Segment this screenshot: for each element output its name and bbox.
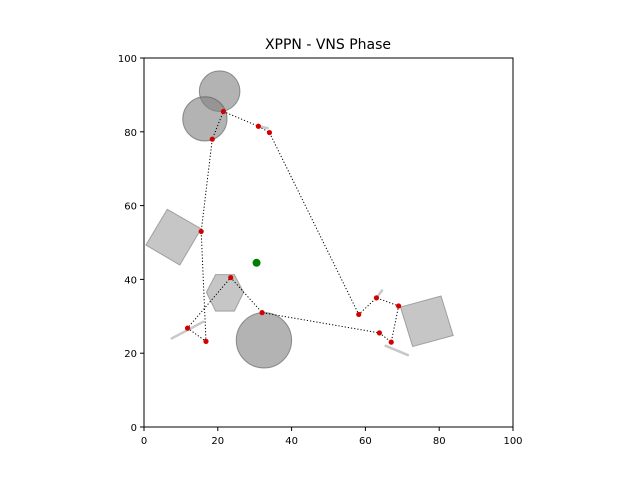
chart-title: XPPN - VNS Phase xyxy=(265,37,391,53)
obstacle-polygon-5 xyxy=(399,295,454,348)
obstacle-circle-1 xyxy=(182,96,228,142)
y-tick-label-3: 60 xyxy=(124,202,137,213)
axes-frame xyxy=(143,57,514,428)
obstacle-circle-2 xyxy=(235,312,293,369)
x-tick-label-2: 40 xyxy=(285,436,298,447)
y-tick-label-0: 0 xyxy=(131,423,137,434)
tour-point-6 xyxy=(388,339,394,345)
tour-point-5 xyxy=(396,303,402,309)
plot-area: 0 20 40 60 80 100 0 20 40 60 80 100 xyxy=(118,54,523,447)
y-tick-label-1: 20 xyxy=(124,349,137,360)
tour-point-8 xyxy=(259,310,265,316)
obstacle-polygon-4 xyxy=(205,274,245,312)
x-tick-label-1: 20 xyxy=(211,436,224,447)
x-tick-label-3: 60 xyxy=(359,436,372,447)
tour-point-13 xyxy=(209,136,215,142)
x-tick-label-5: 100 xyxy=(503,436,522,447)
tour-point-0 xyxy=(220,108,226,115)
x-tick-label-0: 0 xyxy=(141,436,147,447)
tour-point-9 xyxy=(228,274,234,281)
y-tick-label-5: 100 xyxy=(118,54,137,65)
y-tick-label-2: 40 xyxy=(124,275,137,286)
tour-point-3 xyxy=(356,311,362,318)
tour-point-7 xyxy=(376,330,383,336)
guide-segment-1 xyxy=(384,344,410,357)
tour-point-12 xyxy=(198,228,204,235)
obstacle-polygon-3 xyxy=(145,208,202,266)
tour-point-10 xyxy=(184,325,191,331)
y-tick-label-4: 80 xyxy=(124,128,137,139)
tour-point-11 xyxy=(203,338,209,344)
x-tick-label-4: 80 xyxy=(433,436,446,447)
tour-point-1 xyxy=(255,123,261,129)
tour-point-2 xyxy=(266,129,273,136)
start-point xyxy=(252,258,261,267)
tour-point-4 xyxy=(373,295,380,301)
